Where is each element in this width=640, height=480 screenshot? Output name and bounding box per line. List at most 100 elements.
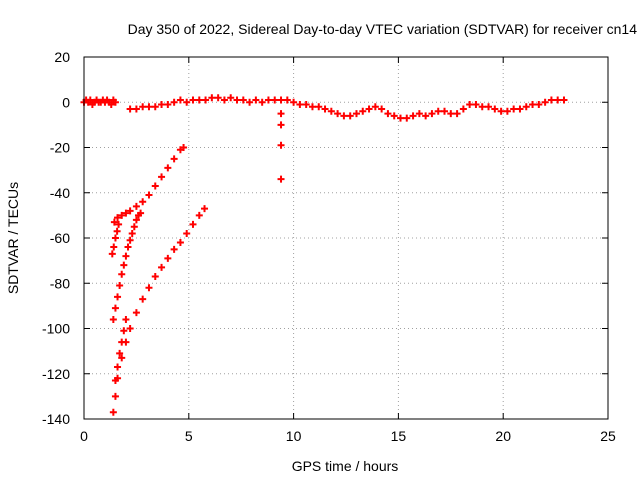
data-point	[126, 105, 134, 113]
y-tick-label: -60	[50, 230, 70, 246]
data-point	[346, 112, 354, 120]
data-point	[114, 214, 122, 222]
y-tick-label: -100	[42, 321, 70, 337]
data-point	[233, 96, 241, 104]
series-dip-9.4h	[277, 110, 285, 183]
data-point	[109, 408, 117, 416]
data-point	[122, 252, 130, 260]
data-point	[283, 96, 291, 104]
series-arc-2	[109, 209, 145, 323]
data-point	[126, 236, 134, 244]
data-point	[277, 121, 285, 129]
data-point	[396, 114, 404, 122]
data-point	[371, 103, 379, 111]
data-point	[118, 354, 126, 362]
data-point	[327, 107, 335, 115]
data-point	[547, 96, 555, 104]
data-point	[86, 96, 94, 104]
x-tick-label: 25	[600, 428, 616, 444]
data-point	[122, 209, 130, 217]
data-point	[110, 243, 118, 251]
data-point	[137, 209, 145, 217]
data-point	[409, 112, 417, 120]
data-point	[264, 96, 272, 104]
data-point	[428, 110, 436, 118]
data-point	[308, 103, 316, 111]
data-point	[334, 110, 342, 118]
data-point	[132, 309, 140, 317]
data-point	[126, 207, 134, 215]
data-point	[497, 107, 505, 115]
data-point	[560, 96, 568, 104]
data-point	[529, 101, 537, 109]
y-tick-label: -20	[50, 140, 70, 156]
chart-title: Day 350 of 2022, Sidereal Day-to-day VTE…	[128, 21, 638, 37]
data-point	[541, 98, 549, 106]
data-point	[246, 98, 254, 106]
data-point	[114, 363, 122, 371]
data-point	[111, 234, 119, 242]
data-point	[176, 96, 184, 104]
data-point	[116, 349, 124, 357]
data-point	[109, 315, 117, 323]
data-point	[201, 205, 209, 213]
series-arc-1	[110, 144, 188, 226]
data-point	[180, 144, 188, 151]
data-point	[170, 155, 178, 163]
y-tick-label: 0	[62, 94, 70, 110]
y-tick-label: -120	[42, 366, 70, 382]
data-point	[403, 114, 411, 122]
data-point	[302, 101, 310, 109]
data-point	[139, 103, 147, 111]
data-point	[120, 327, 128, 335]
data-point	[139, 295, 147, 303]
data-point	[220, 96, 228, 104]
data-point	[214, 94, 222, 102]
data-point	[132, 216, 140, 224]
data-point	[277, 175, 285, 183]
data-point	[340, 112, 348, 120]
data-point	[151, 103, 159, 111]
data-point	[132, 105, 140, 113]
data-point	[111, 98, 119, 106]
data-point	[352, 110, 360, 118]
data-point	[145, 191, 153, 199]
y-axis-label: SDTVAR / TECUs	[5, 182, 21, 294]
data-point	[422, 112, 430, 120]
data-point	[195, 211, 203, 219]
data-point	[145, 103, 153, 111]
data-point	[139, 198, 147, 206]
data-point	[164, 101, 172, 109]
data-point	[434, 107, 442, 115]
data-point	[208, 94, 216, 102]
data-point	[441, 107, 449, 115]
x-axis-label: GPS time / hours	[292, 458, 399, 474]
data-point	[158, 263, 166, 271]
data-point	[158, 173, 166, 181]
data-point	[118, 338, 126, 346]
data-point	[118, 270, 126, 278]
data-point	[124, 243, 132, 251]
data-point	[183, 98, 191, 106]
data-point	[130, 223, 138, 231]
data-point	[111, 304, 119, 312]
data-point	[321, 105, 329, 113]
plot-frame	[83, 56, 609, 420]
data-point	[522, 103, 530, 111]
y-tick-label: -140	[42, 411, 70, 427]
x-ticks: 0 5 10 15 20 25	[80, 57, 616, 444]
data-point	[466, 101, 474, 109]
data-point	[554, 96, 562, 104]
data-point	[290, 98, 298, 106]
data-point	[478, 103, 486, 111]
data-point	[227, 94, 235, 102]
data-point	[145, 284, 153, 292]
data-point	[183, 229, 191, 237]
data-point	[415, 110, 423, 118]
data-point	[126, 325, 134, 332]
data-point	[170, 98, 178, 106]
series-arc-3-short	[111, 315, 130, 385]
data-point	[258, 98, 266, 106]
x-tick-label: 15	[391, 428, 407, 444]
